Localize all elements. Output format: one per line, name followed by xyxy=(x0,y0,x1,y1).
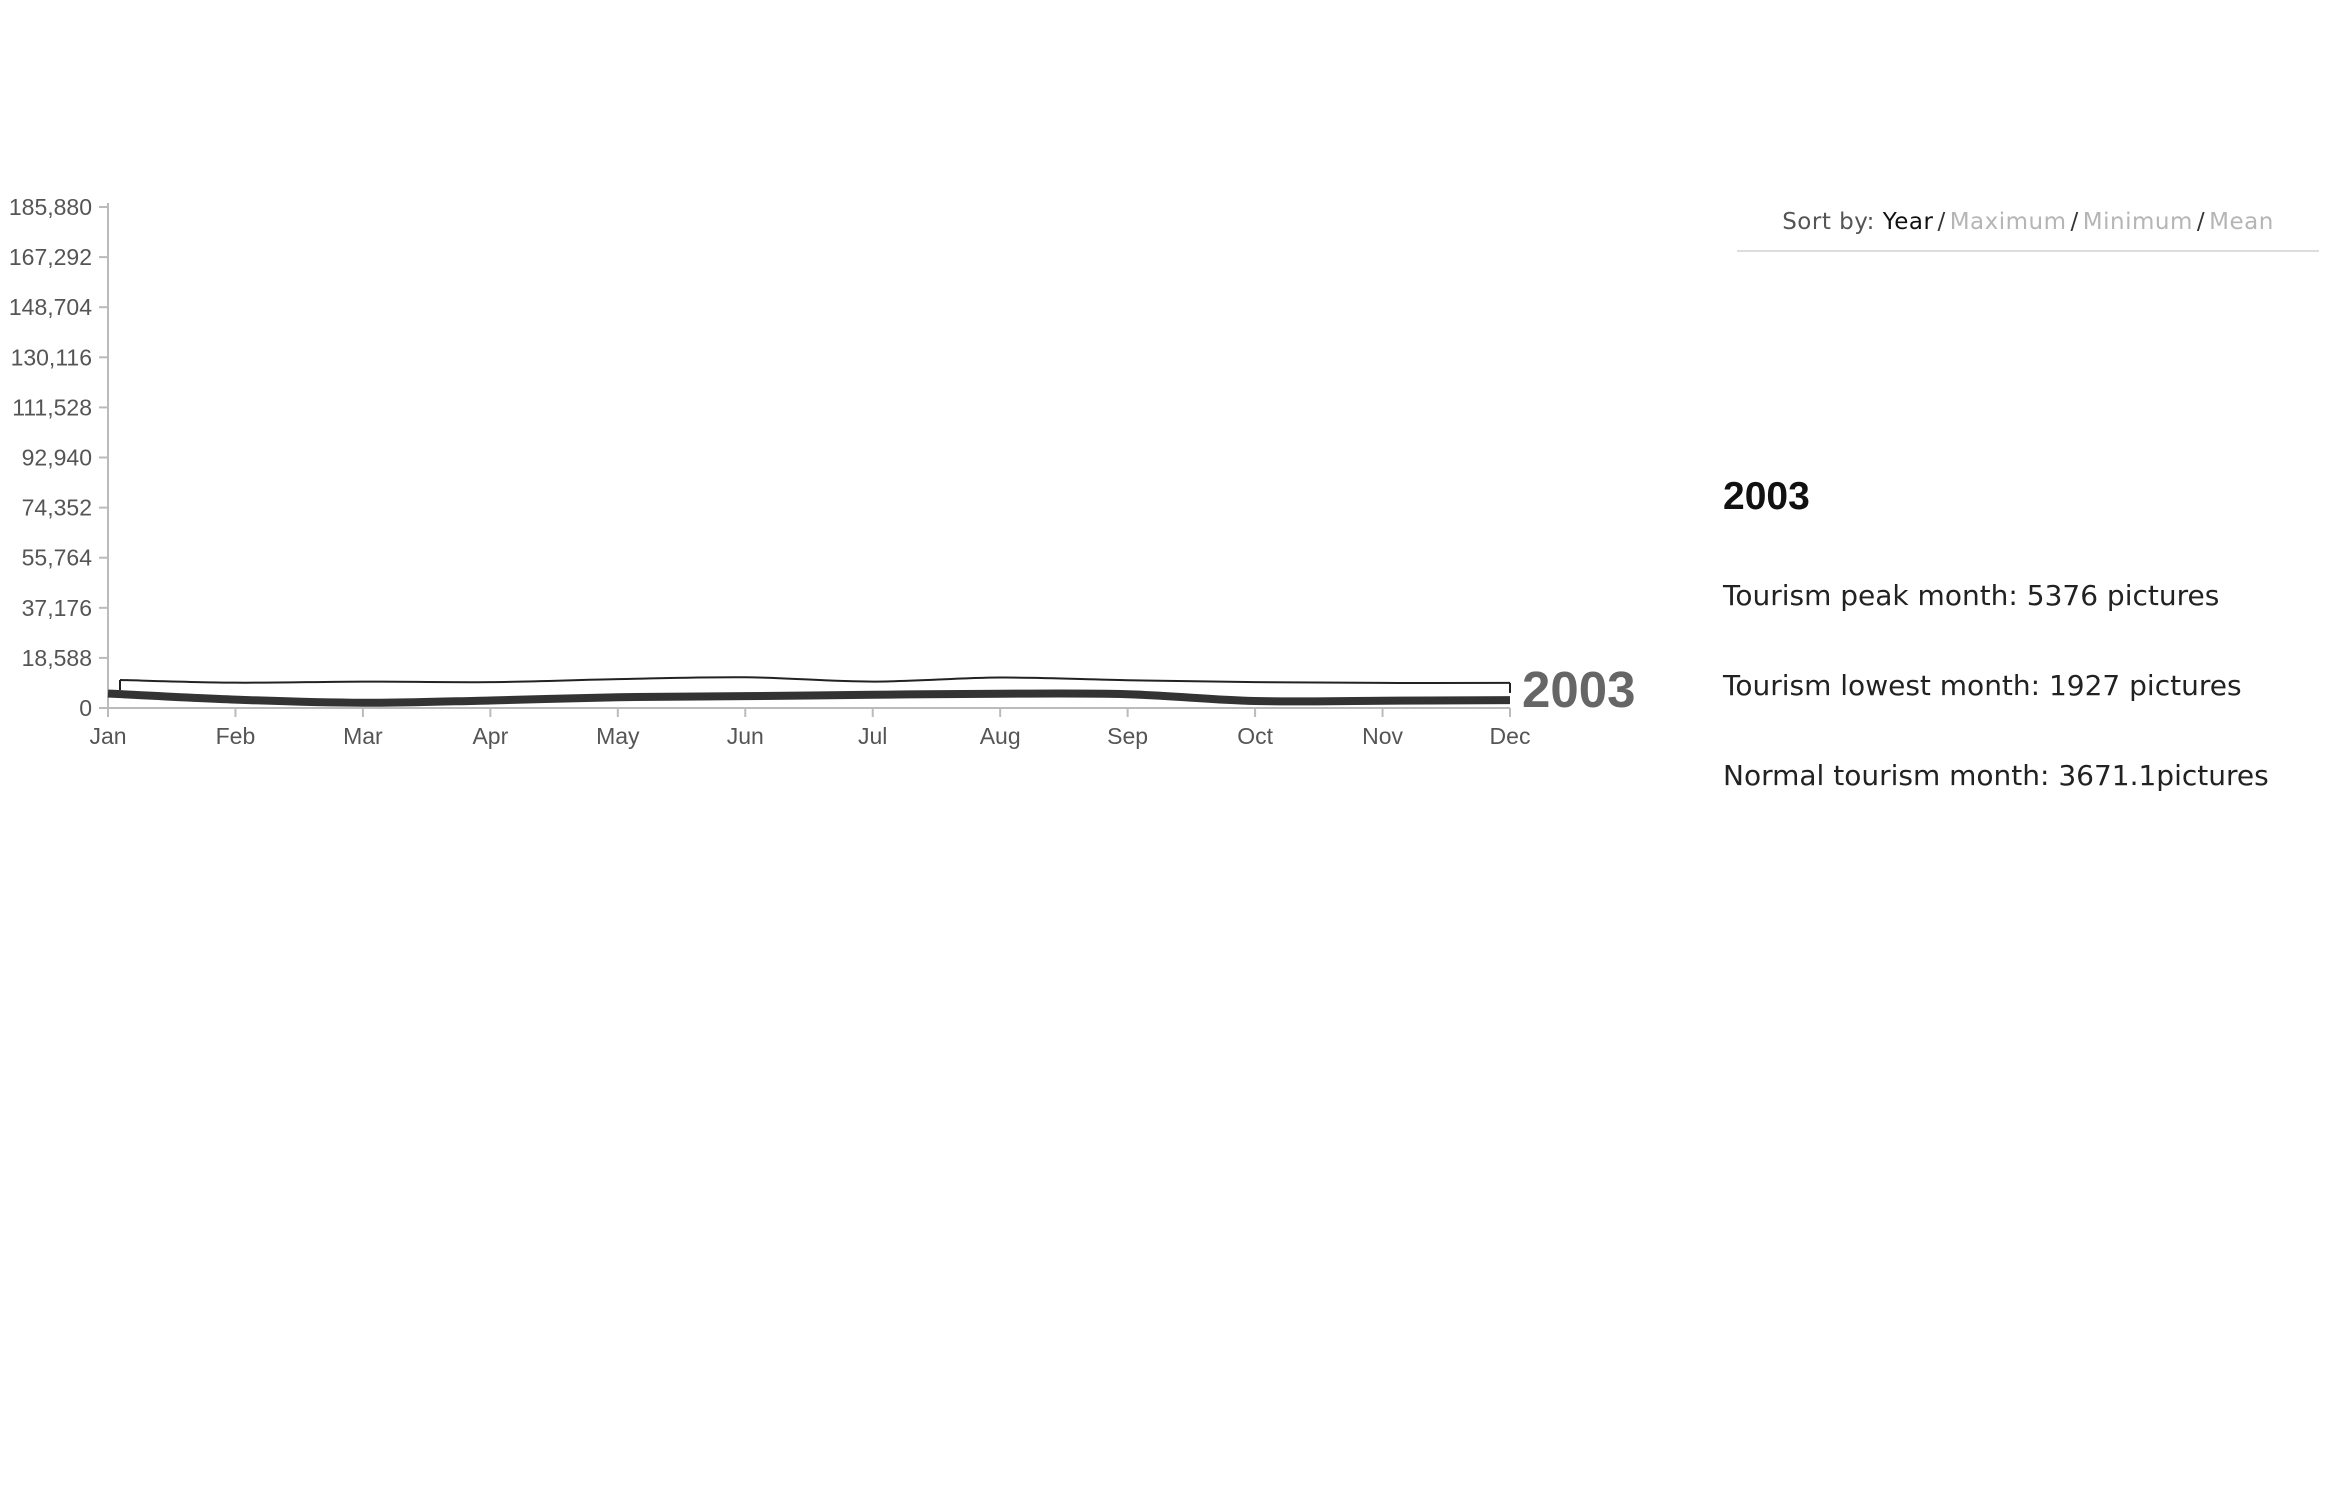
sort-option-mean[interactable]: Mean xyxy=(2209,209,2274,235)
plot-area xyxy=(107,676,1511,707)
y-tick-label: 111,528 xyxy=(12,394,92,420)
sort-separator: / xyxy=(2196,209,2206,235)
y-tick-label: 18,588 xyxy=(22,645,92,671)
x-tick-label: Jan xyxy=(89,723,126,749)
tourism-line-chart: 0 18,588 37,176 55,764 74,352 92,940 111,528 13… xyxy=(9,194,1636,749)
x-tick-label: Jul xyxy=(858,723,887,749)
y-tick-label: 148,704 xyxy=(9,294,92,320)
y-tick-label: 37,176 xyxy=(22,595,92,621)
series-line-2003 xyxy=(107,689,1511,707)
series-year-label: 2003 xyxy=(1522,661,1635,718)
info-year-title: 2003 xyxy=(1723,475,1810,518)
sort-option-minimum[interactable]: Minimum xyxy=(2082,209,2193,235)
x-tick-label: Mar xyxy=(343,723,383,749)
x-tick-label: Sep xyxy=(1107,723,1148,749)
sort-separator: / xyxy=(1937,209,1946,235)
x-tick-label: Apr xyxy=(472,723,508,749)
band-line xyxy=(119,676,1511,684)
y-tick-label: 74,352 xyxy=(22,495,92,521)
y-tick-label: 0 xyxy=(79,695,92,721)
x-tick-label: May xyxy=(596,723,640,749)
year-info-panel: 2003 Tourism peak month: 5376 pictures T… xyxy=(1723,468,2269,850)
sort-by-label: Sort by: xyxy=(1782,209,1875,235)
x-tick-label: Jun xyxy=(727,723,764,749)
peak-month-stat: Tourism peak month: 5376 pictures xyxy=(1723,579,2220,612)
x-tick-label: Oct xyxy=(1237,723,1273,749)
sort-separator: / xyxy=(2070,209,2079,235)
lowest-month-stat: Tourism lowest month: 1927 pictures xyxy=(1723,669,2242,702)
y-tick-label: 185,880 xyxy=(9,194,92,220)
y-tick-label: 130,116 xyxy=(11,344,92,370)
sort-option-maximum[interactable]: Maximum xyxy=(1949,209,2067,235)
x-tick-label: Nov xyxy=(1362,723,1403,749)
sort-option-year[interactable]: Year xyxy=(1882,209,1934,235)
y-tick-label: 55,764 xyxy=(22,545,93,571)
y-axis: 0 18,588 37,176 55,764 74,352 92,940 111,528 13… xyxy=(9,194,109,721)
x-tick-label: Aug xyxy=(980,723,1021,749)
y-tick-label: 92,940 xyxy=(22,445,92,471)
sort-bar: Sort by: Year / Maximum / Minimum / Mean xyxy=(1737,204,2319,252)
normal-month-stat: Normal tourism month: 3671.1pictures xyxy=(1723,759,2269,792)
x-tick-label: Dec xyxy=(1490,723,1531,749)
y-tick-label: 167,292 xyxy=(9,244,92,270)
x-tick-label: Feb xyxy=(216,723,256,749)
x-axis: Jan Feb Mar Apr May Jun Jul Aug Sep Oct Nov Dec xyxy=(89,707,1531,749)
